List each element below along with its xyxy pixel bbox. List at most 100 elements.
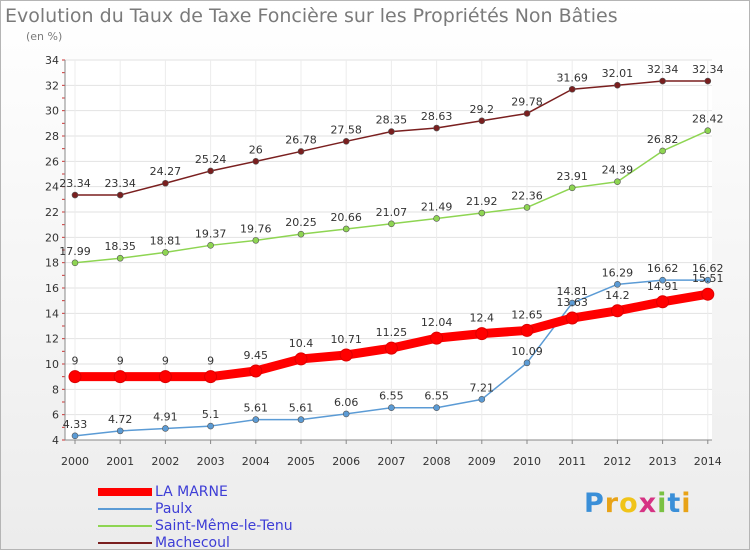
data-label-paulx: 16.62 xyxy=(647,262,679,275)
data-label-machecoul: 26.78 xyxy=(285,133,317,146)
data-point-machecoul xyxy=(297,148,305,155)
legend-label-paulx: Paulx xyxy=(155,501,193,517)
data-point-machecoul xyxy=(478,117,486,125)
x-tick-label: 2008 xyxy=(423,455,451,468)
data-label-paulx: 6.06 xyxy=(334,396,359,409)
data-label-machecoul: 28.63 xyxy=(421,110,453,123)
data-point-la-marne xyxy=(249,364,263,378)
logo-letter: i xyxy=(681,488,692,519)
data-point-la-marne xyxy=(701,287,715,301)
data-label-machecoul: 27.58 xyxy=(330,123,362,136)
data-point-machecoul xyxy=(207,167,214,175)
legend-swatch-paulx xyxy=(98,508,152,510)
y-tick-label: 26 xyxy=(45,155,59,168)
data-label-machecoul: 29.2 xyxy=(470,103,495,116)
data-label-la-marne: 11.25 xyxy=(376,326,408,339)
data-point-machecoul xyxy=(568,85,576,93)
logo-letter: P xyxy=(584,488,605,519)
data-point-paulx xyxy=(388,404,395,412)
data-point-saint-m-me-le-tenu xyxy=(659,147,666,155)
x-tick-label: 2003 xyxy=(197,455,225,468)
data-point-saint-m-me-le-tenu xyxy=(71,259,79,267)
data-label-saint-m-me-le-tenu: 18.81 xyxy=(150,234,182,247)
data-label-saint-m-me-le-tenu: 19.76 xyxy=(240,222,272,235)
data-label-saint-m-me-le-tenu: 22.36 xyxy=(511,189,543,202)
data-label-machecoul: 23.34 xyxy=(104,177,136,190)
x-tick-label: 2010 xyxy=(513,455,541,468)
data-label-la-marne: 12.4 xyxy=(470,312,495,325)
data-label-paulx: 7.21 xyxy=(470,381,495,394)
data-point-la-marne xyxy=(68,370,82,384)
data-point-la-marne xyxy=(384,341,398,355)
legend-label-saint-meme: Saint-Même-le-Tenu xyxy=(155,518,293,534)
data-point-paulx xyxy=(116,427,124,435)
data-point-machecoul xyxy=(116,191,124,199)
data-label-machecoul: 25.24 xyxy=(195,153,227,166)
data-label-paulx: 16.62 xyxy=(692,262,724,275)
data-label-paulx: 4.72 xyxy=(108,413,133,426)
data-point-paulx xyxy=(659,276,666,284)
data-point-la-marne xyxy=(204,370,218,384)
data-point-machecoul xyxy=(252,158,260,165)
y-tick-label: 22 xyxy=(45,206,59,219)
data-label-saint-m-me-le-tenu: 21.07 xyxy=(376,206,408,219)
data-label-machecoul: 29.78 xyxy=(511,95,543,108)
data-point-la-marne xyxy=(520,323,534,337)
data-point-la-marne xyxy=(158,370,172,384)
data-point-machecoul xyxy=(523,110,531,117)
x-tick-label: 2009 xyxy=(468,455,496,468)
chart-title: Evolution du Taux de Taxe Foncière sur l… xyxy=(5,5,618,27)
data-label-la-marne: 12.04 xyxy=(421,316,453,329)
x-tick-label: 2001 xyxy=(106,455,134,468)
data-point-paulx xyxy=(207,422,214,430)
data-label-paulx: 6.55 xyxy=(424,390,449,403)
y-tick-label: 24 xyxy=(45,181,59,194)
data-point-saint-m-me-le-tenu xyxy=(162,249,169,256)
data-point-machecoul xyxy=(433,124,440,132)
x-tick-label: 2007 xyxy=(377,455,405,468)
data-label-paulx: 4.33 xyxy=(63,418,88,431)
data-label-paulx: 4.91 xyxy=(153,410,178,423)
data-point-saint-m-me-le-tenu xyxy=(297,230,305,238)
data-point-la-marne xyxy=(610,304,624,318)
data-label-saint-m-me-le-tenu: 17.99 xyxy=(59,245,91,258)
data-point-la-marne xyxy=(339,348,353,362)
data-point-machecoul xyxy=(388,128,395,135)
data-point-machecoul xyxy=(614,81,621,89)
data-label-la-marne: 9.45 xyxy=(244,349,269,362)
data-label-la-marne: 10.71 xyxy=(330,333,362,346)
data-point-saint-m-me-le-tenu xyxy=(568,184,576,192)
data-label-machecoul: 23.34 xyxy=(59,177,91,190)
data-point-saint-m-me-le-tenu xyxy=(433,215,440,222)
data-point-paulx xyxy=(614,281,621,288)
data-point-saint-m-me-le-tenu xyxy=(523,204,531,211)
legend-swatch-la-marne xyxy=(98,488,152,496)
data-point-machecoul xyxy=(162,179,169,187)
logo-letter: x xyxy=(638,488,658,519)
data-label-saint-m-me-le-tenu: 21.49 xyxy=(421,200,453,213)
y-tick-label: 18 xyxy=(45,257,59,270)
x-tick-label: 2014 xyxy=(694,455,722,468)
y-tick-label: 8 xyxy=(52,383,59,396)
data-label-paulx: 14.81 xyxy=(556,285,588,298)
data-label-paulx: 6.55 xyxy=(379,390,404,403)
data-label-la-marne: 9 xyxy=(117,355,124,368)
data-point-machecoul xyxy=(659,77,666,85)
data-label-saint-m-me-le-tenu: 18.35 xyxy=(104,240,136,253)
data-label-la-marne: 9 xyxy=(207,355,214,368)
data-label-saint-m-me-le-tenu: 20.66 xyxy=(330,211,362,224)
data-label-la-marne: 12.65 xyxy=(511,308,543,321)
y-tick-label: 16 xyxy=(45,282,59,295)
data-label-saint-m-me-le-tenu: 26.82 xyxy=(647,133,679,146)
data-point-paulx xyxy=(252,416,260,423)
x-tick-label: 2013 xyxy=(649,455,677,468)
y-tick-label: 30 xyxy=(45,105,59,118)
data-point-saint-m-me-le-tenu xyxy=(478,209,486,217)
data-label-la-marne: 13.63 xyxy=(556,296,588,309)
data-label-saint-m-me-le-tenu: 24.39 xyxy=(602,164,634,177)
x-tick-label: 2004 xyxy=(242,455,270,468)
legend-swatch-saint-meme xyxy=(98,525,152,527)
data-point-saint-m-me-le-tenu xyxy=(614,178,621,186)
data-label-paulx: 5.61 xyxy=(244,402,269,415)
